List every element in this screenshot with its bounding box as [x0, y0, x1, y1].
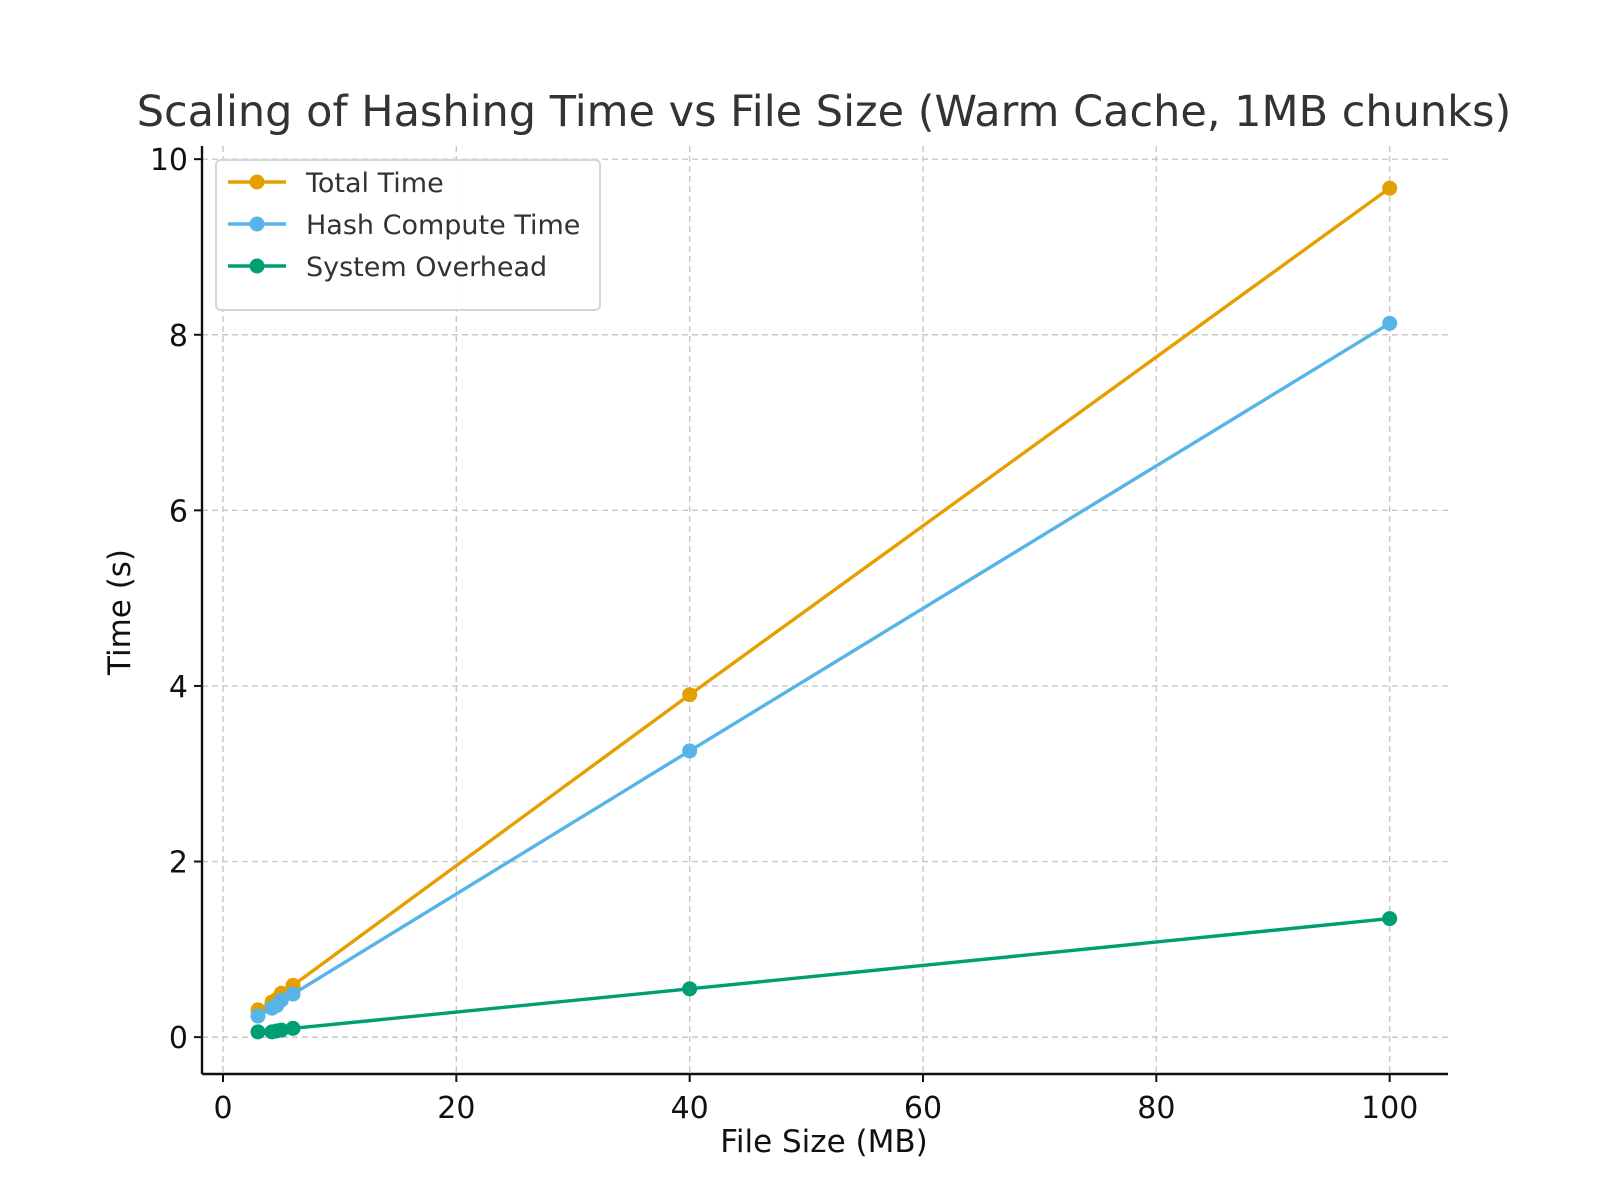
- y-axis-label: Time (s): [102, 549, 138, 676]
- data-point: [273, 1022, 289, 1038]
- axes: [194, 146, 1448, 1082]
- data-point: [1382, 315, 1398, 331]
- data-point: [682, 981, 698, 997]
- legend: Total Time Hash Compute Time System Overhe…: [215, 159, 601, 311]
- data-point: [285, 986, 301, 1002]
- x-tick-label: 20: [437, 1091, 475, 1126]
- legend-box: [215, 159, 601, 311]
- legend-marker: [249, 174, 265, 190]
- y-tick-label: 6: [169, 494, 188, 529]
- y-tick-label: 8: [169, 319, 188, 354]
- data-point: [682, 687, 698, 703]
- data-point: [1382, 180, 1398, 196]
- legend-item: Total Time: [228, 168, 444, 199]
- tick-labels: 0 20 40 60 80 100 0 2 4 6 8 10: [150, 143, 1418, 1126]
- chart-title: Scaling of Hashing Time vs File Size (Wa…: [137, 87, 1512, 137]
- x-tick-label: 60: [904, 1091, 942, 1126]
- data-point: [250, 1024, 266, 1040]
- data-point: [250, 1008, 266, 1024]
- x-tick-label: 0: [213, 1091, 232, 1126]
- legend-label: Hash Compute Time: [306, 210, 580, 241]
- y-tick-label: 10: [150, 143, 188, 178]
- data-point: [682, 743, 698, 759]
- data-point: [1382, 911, 1398, 927]
- x-tick-label: 80: [1137, 1091, 1175, 1126]
- legend-marker: [249, 258, 265, 274]
- series-line: [257, 186, 1391, 1012]
- legend-marker: [249, 216, 265, 232]
- y-tick-label: 4: [169, 670, 188, 705]
- data-point: [285, 1020, 301, 1036]
- series-hash-compute-time: [250, 315, 1398, 1024]
- y-tick-label: 2: [169, 846, 188, 881]
- y-tick-label: 0: [169, 1021, 188, 1056]
- x-tick-label: 40: [671, 1091, 709, 1126]
- legend-label: Total Time: [305, 168, 444, 199]
- legend-item: Hash Compute Time: [228, 210, 580, 241]
- x-tick-label: 100: [1361, 1091, 1418, 1126]
- series-line: [258, 916, 1390, 1034]
- legend-item: System Overhead: [228, 252, 547, 283]
- series-system-overhead: [250, 911, 1398, 1040]
- legend-label: System Overhead: [306, 252, 547, 283]
- series-line: [257, 321, 1391, 1018]
- data-point: [273, 992, 289, 1008]
- series-layer: [250, 180, 1398, 1040]
- x-axis-label: File Size (MB): [720, 1124, 927, 1160]
